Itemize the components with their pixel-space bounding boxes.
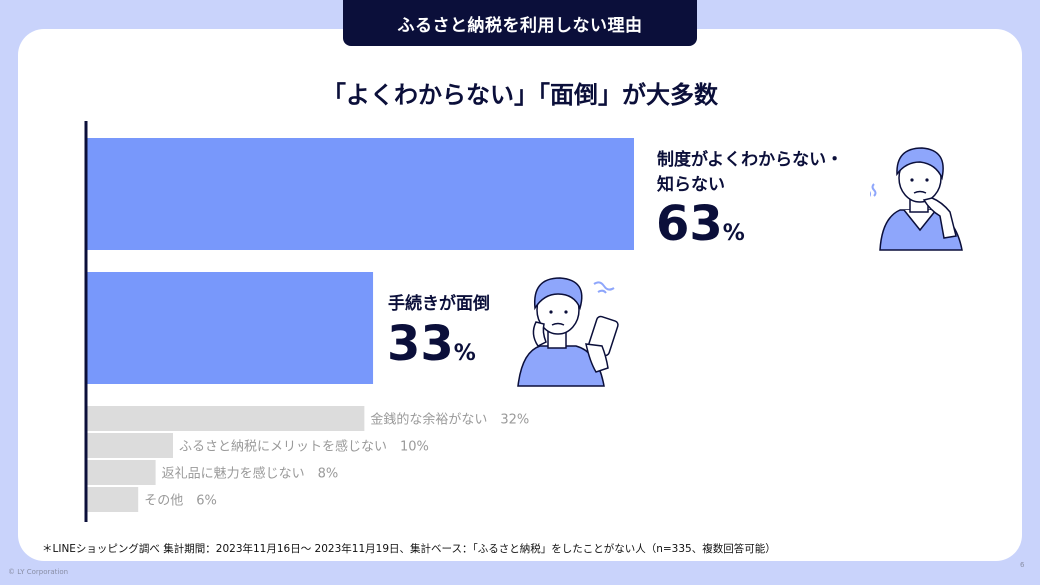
bar-value-2: 33% xyxy=(387,320,476,368)
bar-1 xyxy=(86,138,634,250)
header-tab: ふるさと納税を利用しない理由 xyxy=(343,0,697,46)
bar-label-2-line-1: 手続きが面倒 xyxy=(388,294,490,314)
bar-value-1-unit: % xyxy=(722,221,745,246)
bar-value-1: 63% xyxy=(656,200,745,248)
bar-value-2-unit: % xyxy=(453,341,476,366)
bar-label-1-line-1: 制度がよくわからない・ xyxy=(657,150,844,170)
bar-label-3: 金銭的な余裕がない 32% xyxy=(370,412,529,428)
thinking-person-icon xyxy=(870,147,963,251)
bar-label-5: 返礼品に魅力を感じない 8% xyxy=(162,466,339,482)
person-with-phone-icon xyxy=(517,277,619,387)
page-number: 6 xyxy=(1020,561,1025,569)
bar-label-2: 手続きが面倒 xyxy=(388,292,490,317)
bar-value-1-number: 63 xyxy=(656,196,723,252)
bar-3 xyxy=(86,406,365,431)
chart-subtitle: 「よくわからない」「面倒」が大多数 xyxy=(322,81,718,109)
bar-label-6: その他 6% xyxy=(144,494,217,509)
copyright: © LY Corporation xyxy=(8,568,69,576)
header-title: ふるさと納税を利用しない理由 xyxy=(397,15,643,36)
bar-6 xyxy=(86,487,139,512)
footnote: ＊LINEショッピング調べ 集計期間：2023年11月16日〜 2023年11月… xyxy=(42,543,776,555)
bar-label-1-line-2: 知らない xyxy=(657,175,725,195)
bar-5 xyxy=(86,460,156,485)
bar-value-2-number: 33 xyxy=(387,316,454,372)
bar-4 xyxy=(86,433,173,458)
bar-label-1: 制度がよくわからない・ 知らない xyxy=(657,148,843,198)
bar-label-4: ふるさと納税にメリットを感じない 10% xyxy=(179,439,429,455)
bar-2 xyxy=(86,272,374,384)
